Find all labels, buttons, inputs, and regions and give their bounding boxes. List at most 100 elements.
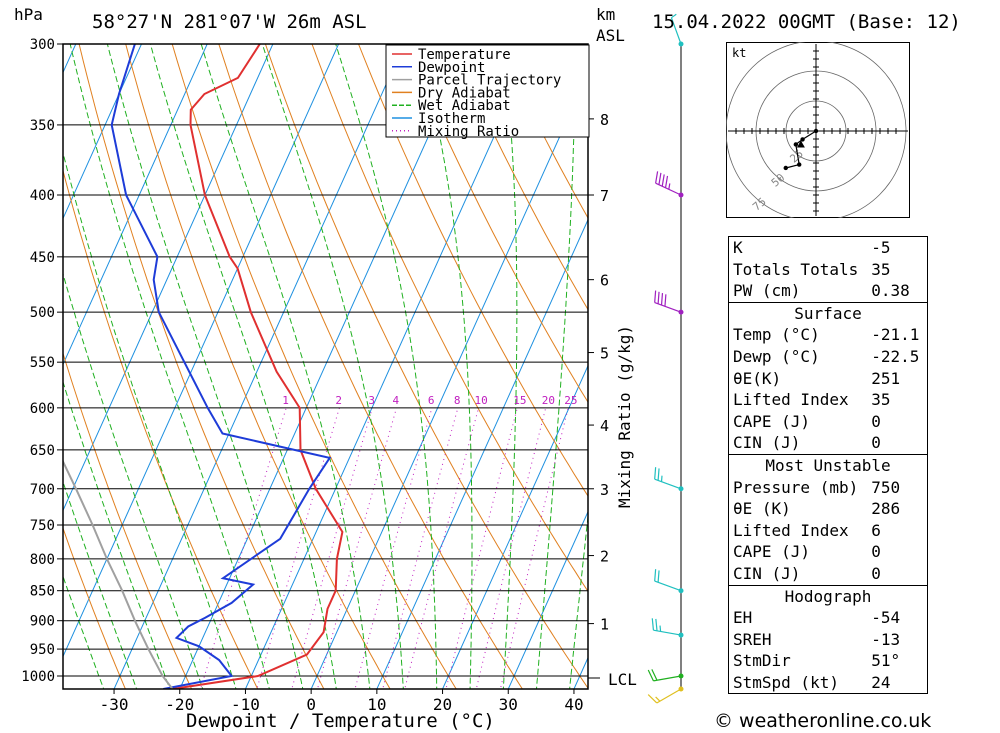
sreh-value: -13	[871, 628, 929, 651]
dry-adiabat-line	[404, 44, 588, 404]
dry-adiabat-line	[497, 44, 588, 219]
mu-cin-label: CIN (J)	[728, 562, 872, 586]
parcel-trajectory	[63, 459, 174, 689]
wet-adiabat-line	[69, 44, 270, 689]
barb-staff	[654, 302, 682, 313]
surface-cape-value: 0	[871, 410, 929, 433]
dry-adiabat-line	[451, 44, 588, 311]
pressure-tick-label: 700	[30, 482, 55, 498]
wet-adiabat-line	[200, 44, 371, 689]
barb-feather	[658, 172, 662, 185]
surface-theta-label: θE(K)	[728, 367, 872, 390]
barb-staff	[654, 478, 682, 490]
isotherm-line	[0, 8, 26, 702]
km-label: km	[596, 5, 615, 24]
barb-feather	[659, 625, 662, 632]
asl-label: ASL	[596, 26, 625, 45]
dry-adiabat-line	[218, 44, 523, 689]
barb-feather	[660, 293, 664, 306]
pressure-tick-label: 900	[30, 614, 55, 630]
height-tick-label: 6	[600, 272, 609, 290]
mixing-ratio-line	[404, 407, 480, 689]
barb-feather	[661, 174, 665, 187]
wet-adiabat-line	[335, 44, 438, 689]
mixing-ratio-line	[256, 407, 340, 689]
wet-adiabat-line	[418, 44, 473, 689]
k-value: -5	[871, 235, 929, 259]
totals-label: Totals Totals	[728, 258, 872, 281]
temperature-tick-label: -20	[165, 695, 194, 714]
pressure-tick-label: 350	[30, 118, 55, 134]
legend-entry: Parcel Trajectory	[418, 73, 561, 89]
datetime-title: 15.04.2022 00GMT (Base: 12)	[652, 11, 961, 33]
isotherm-line	[376, 218, 588, 689]
wind-barb	[651, 618, 684, 638]
barb-feather	[657, 291, 660, 304]
stmdir-value: 51°	[871, 650, 929, 672]
legend-entry: Temperature	[418, 47, 511, 63]
mixing-ratio-line	[445, 407, 518, 689]
pw-value: 0.38	[871, 280, 929, 303]
mixing-ratio-label: 8	[454, 394, 461, 407]
mixing-ratio-label: 3	[368, 394, 375, 407]
hodograph-point	[797, 162, 802, 167]
mu-li-value: 6	[871, 519, 929, 542]
wet-adiabat-line	[569, 511, 588, 689]
wind-barb	[654, 569, 684, 594]
mixing-ratio-line	[200, 407, 287, 689]
isotherm-line	[63, 44, 340, 658]
stmspd-value: 24	[871, 671, 929, 695]
barb-feather	[655, 618, 658, 631]
surface-dewp-label: Dewp (°C)	[728, 345, 872, 368]
mu-cape-value: 0	[871, 541, 929, 563]
height-tick-label: 1	[600, 616, 609, 634]
dry-adiabat-line	[171, 44, 457, 689]
barb-feather	[654, 467, 657, 480]
barb-feather	[655, 696, 661, 702]
pw-label: PW (cm)	[728, 280, 872, 303]
wind-barb	[655, 171, 684, 198]
wet-adiabat-line	[63, 480, 138, 689]
barb-feather	[647, 694, 658, 704]
wet-adiabat-line	[535, 44, 576, 689]
legend-entry: Isotherm	[418, 111, 485, 127]
wet-adiabat-line	[106, 44, 304, 689]
surface-title: Surface	[728, 302, 928, 325]
pressure-tick-label: 500	[30, 305, 55, 321]
copyright-footer[interactable]: © weatheronline.co.uk	[714, 710, 932, 732]
surface-li-label: Lifted Index	[728, 389, 872, 411]
pressure-tick-label: 750	[30, 518, 55, 534]
storm-motion-marker	[796, 140, 805, 148]
isotherm-line	[63, 44, 208, 366]
mixing-ratio-label: 10	[475, 394, 488, 407]
barb-feather	[654, 290, 657, 303]
barb-feather	[671, 13, 677, 19]
mu-theta-value: 286	[871, 498, 929, 520]
barb-staff	[654, 580, 682, 592]
dry-adiabat-line	[264, 44, 588, 689]
mixing-ratio-line	[382, 407, 459, 689]
isotherm-line	[63, 44, 274, 512]
wet-adiabat-line	[261, 44, 404, 689]
most-unstable-title: Most Unstable	[728, 454, 928, 477]
temperature-profile	[172, 44, 344, 689]
mixing-ratio-line	[499, 407, 569, 689]
k-label: K	[728, 235, 872, 259]
wind-barb	[654, 290, 684, 315]
pressure-tick-label: 600	[30, 401, 55, 417]
wet-adiabat-line	[502, 44, 518, 689]
hpa-label: hPa	[14, 5, 43, 24]
plot-frame	[62, 43, 589, 690]
surface-dewp-value: -22.5	[871, 345, 929, 368]
barb-feather	[654, 569, 657, 582]
surface-cin-label: CIN (J)	[728, 432, 872, 455]
barb-feather	[651, 669, 658, 681]
pressure-tick-label: 550	[30, 355, 55, 371]
mixing-ratio-line	[475, 407, 547, 689]
stmdir-label: StmDir	[728, 650, 872, 672]
height-tick-label: 8	[600, 111, 609, 129]
barb-feather	[657, 570, 660, 583]
mu-cin-value: 0	[871, 562, 929, 586]
dry-adiabat-line	[63, 168, 259, 689]
